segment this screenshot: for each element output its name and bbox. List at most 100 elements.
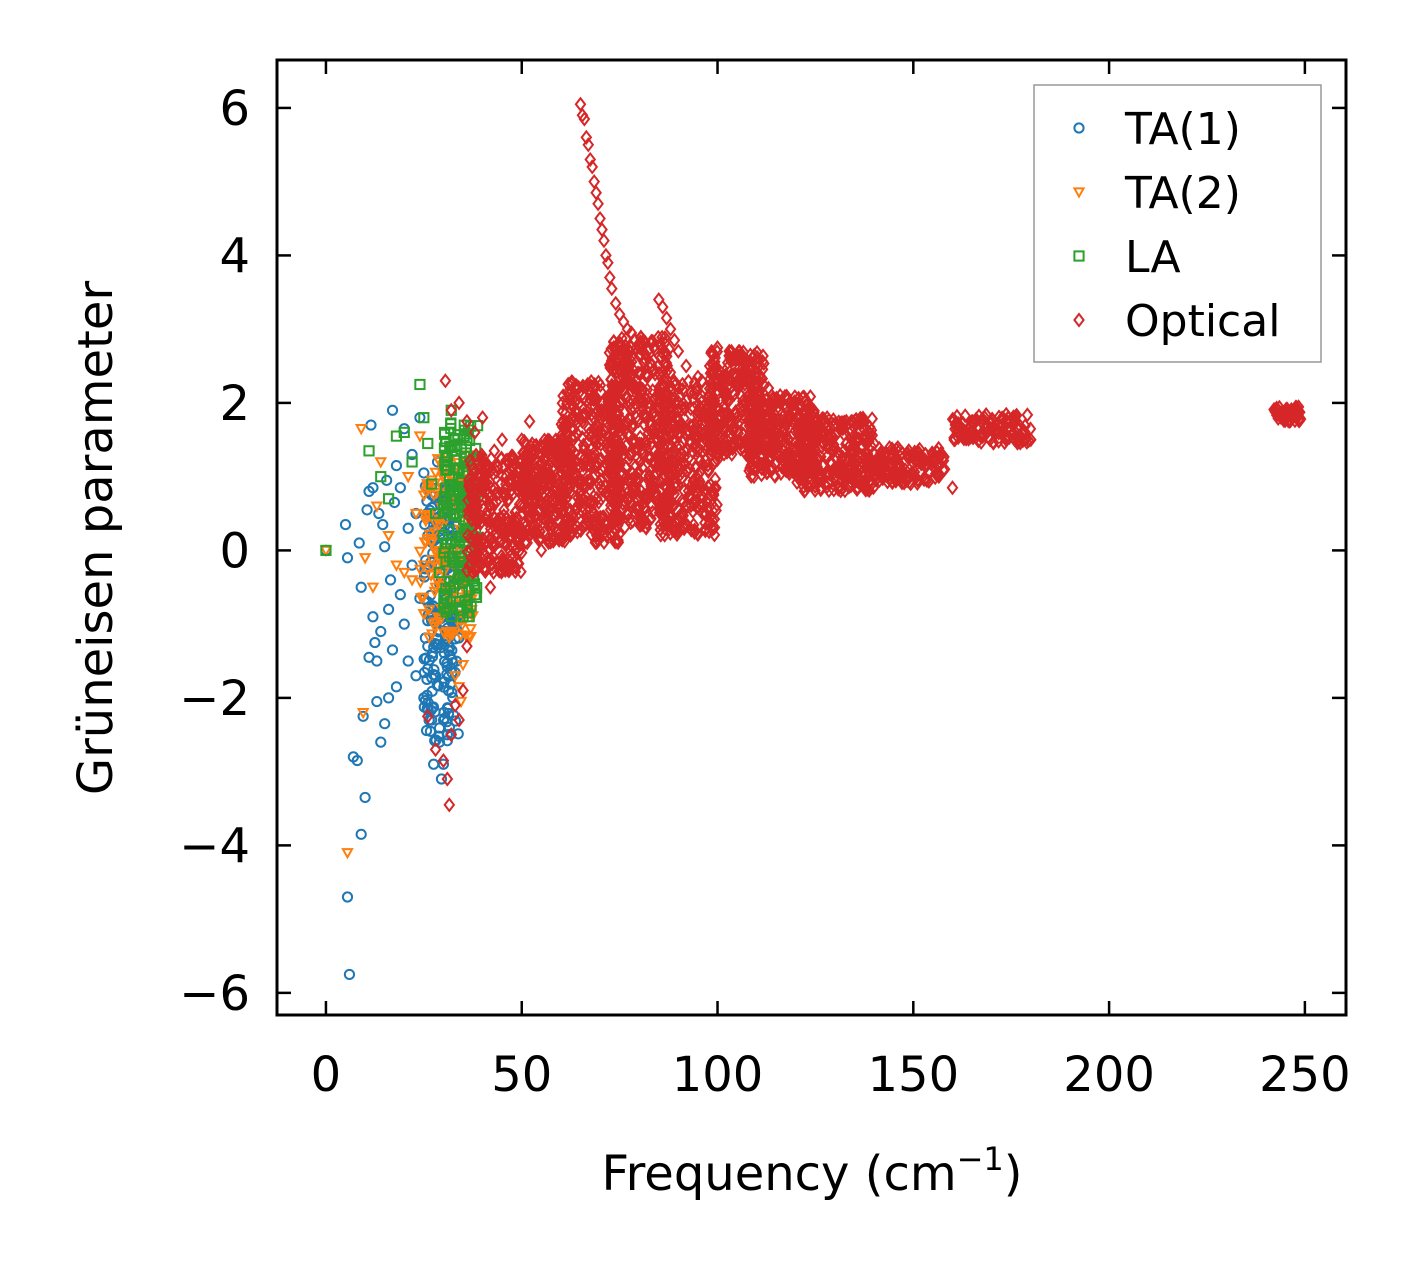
data-point xyxy=(772,446,785,462)
data-point xyxy=(565,373,578,390)
data-point xyxy=(424,561,438,573)
data-point xyxy=(695,394,708,410)
data-point xyxy=(355,828,367,840)
data-point xyxy=(712,422,724,439)
data-point xyxy=(356,707,370,720)
data-point xyxy=(480,512,492,528)
data-point xyxy=(523,413,536,429)
data-point xyxy=(704,477,717,493)
data-point xyxy=(1013,428,1025,444)
data-point xyxy=(748,377,761,393)
data-point xyxy=(589,467,602,483)
data-point xyxy=(916,455,928,471)
data-point xyxy=(818,423,831,439)
data-point xyxy=(375,625,387,638)
legend-item: TA(2) xyxy=(1072,168,1241,219)
data-point xyxy=(478,469,490,486)
data-point xyxy=(485,531,498,548)
data-point xyxy=(453,395,465,411)
data-point xyxy=(415,593,428,605)
data-point xyxy=(607,423,619,440)
data-point xyxy=(565,429,578,446)
data-point xyxy=(454,696,468,709)
data-point xyxy=(669,522,682,539)
data-point xyxy=(977,417,990,433)
data-point xyxy=(539,449,551,465)
data-point xyxy=(668,332,681,348)
data-point xyxy=(521,462,534,479)
data-point xyxy=(663,487,676,503)
data-point xyxy=(729,403,742,420)
data-point xyxy=(500,510,513,526)
data-point xyxy=(813,469,825,485)
data-point xyxy=(964,429,977,445)
data-point xyxy=(622,473,635,490)
data-point xyxy=(341,848,354,860)
data-point xyxy=(639,346,652,362)
y-axis-label: Grüneisen parameter xyxy=(68,281,124,796)
data-point xyxy=(568,428,581,444)
data-point xyxy=(630,500,642,516)
data-point xyxy=(696,499,708,515)
data-point xyxy=(756,361,769,378)
data-point xyxy=(510,541,523,558)
data-point xyxy=(426,651,439,663)
data-point xyxy=(671,511,684,527)
data-point xyxy=(811,453,824,469)
data-point xyxy=(658,517,670,533)
legend-marker xyxy=(1072,187,1086,199)
data-point xyxy=(938,461,951,477)
data-point xyxy=(422,437,434,450)
legend-item: Optical xyxy=(1073,296,1280,347)
data-point xyxy=(834,483,847,499)
data-point xyxy=(574,458,586,475)
data-point xyxy=(616,427,628,443)
data-point xyxy=(635,483,648,499)
data-point xyxy=(624,396,637,412)
data-point xyxy=(429,637,441,650)
data-point xyxy=(484,551,497,568)
data-point xyxy=(719,385,732,401)
data-point xyxy=(496,485,509,501)
legend-item: LA xyxy=(1073,232,1181,283)
data-point xyxy=(452,573,464,585)
data-point xyxy=(692,449,705,465)
data-point xyxy=(418,467,430,479)
data-point xyxy=(571,524,584,540)
data-point xyxy=(543,485,556,501)
data-point xyxy=(424,570,438,582)
data-point xyxy=(726,441,739,457)
data-point xyxy=(457,611,469,623)
data-point xyxy=(584,508,597,524)
data-point xyxy=(593,456,605,472)
data-point xyxy=(357,710,369,722)
data-point xyxy=(631,383,644,399)
data-point xyxy=(519,486,532,502)
data-point xyxy=(743,442,756,459)
data-point xyxy=(341,891,354,903)
data-point xyxy=(800,392,813,409)
data-point xyxy=(425,629,439,641)
data-point xyxy=(673,462,686,479)
data-point xyxy=(371,695,383,708)
data-point xyxy=(634,334,647,350)
data-point xyxy=(677,504,689,520)
data-point xyxy=(762,430,775,447)
data-point xyxy=(431,612,445,624)
data-point xyxy=(592,419,604,436)
data-point xyxy=(532,510,545,526)
data-point xyxy=(423,529,437,542)
data-point xyxy=(630,440,643,456)
data-point xyxy=(782,391,794,407)
data-point xyxy=(580,516,593,532)
data-point xyxy=(948,412,961,428)
data-point xyxy=(804,388,817,405)
data-point xyxy=(887,443,900,459)
data-point xyxy=(449,715,462,727)
data-point xyxy=(659,496,672,512)
data-point xyxy=(379,541,391,553)
data-point xyxy=(696,415,709,431)
data-point xyxy=(605,371,618,387)
data-point xyxy=(518,498,531,514)
data-point xyxy=(390,681,403,693)
